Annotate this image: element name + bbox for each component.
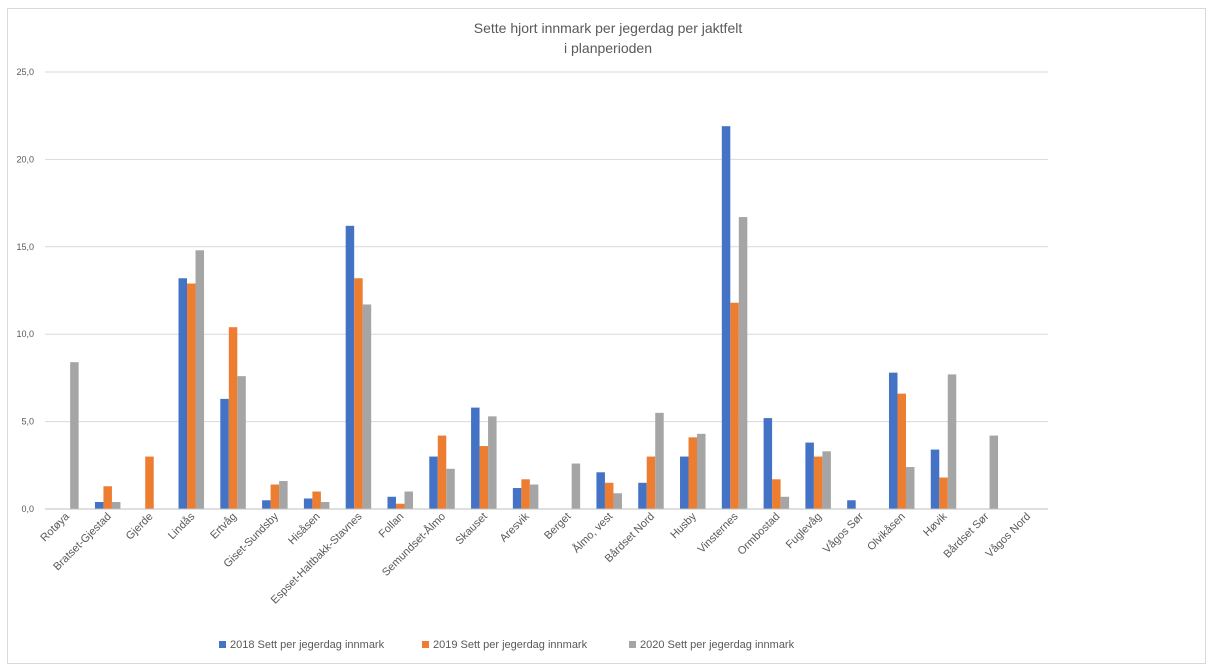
- bar: [195, 250, 205, 509]
- category-label: Ertvåg: [208, 511, 239, 542]
- category-label: Vågos Sør: [821, 510, 866, 555]
- category-label: Aresvik: [498, 510, 532, 544]
- bar: [279, 481, 288, 509]
- bar: [638, 482, 647, 509]
- bar: [604, 482, 614, 509]
- category-label: Lindås: [166, 510, 198, 542]
- bar: [805, 442, 814, 509]
- bar: [613, 493, 622, 509]
- bar: [387, 496, 396, 509]
- category-label: Ormbostad: [736, 511, 783, 558]
- legend-label: 2018 Sett per jegerdag innmark: [230, 639, 385, 651]
- bar: [362, 304, 372, 509]
- y-tick-label: 15,0: [16, 242, 34, 252]
- bar: [888, 372, 898, 509]
- bar: [847, 500, 856, 509]
- y-tick-label: 0,0: [21, 504, 34, 514]
- category-label: Fuglevåg: [784, 511, 824, 551]
- category-label: Follan: [377, 511, 407, 541]
- legend-swatch: [219, 641, 226, 648]
- bar: [187, 283, 196, 509]
- bar: [354, 278, 363, 509]
- bar: [521, 479, 530, 509]
- bar: [479, 446, 489, 509]
- bar: [655, 412, 664, 509]
- legend-swatch: [629, 641, 636, 648]
- bar: [178, 278, 188, 509]
- bar: [939, 477, 948, 509]
- bar: [145, 456, 154, 509]
- category-label: Husby: [668, 510, 699, 541]
- bar: [471, 407, 480, 509]
- bar: [345, 225, 355, 509]
- bar: [103, 486, 112, 509]
- gridlines: [45, 71, 1048, 423]
- bar: [312, 491, 321, 509]
- bar: [688, 437, 698, 509]
- bar: [596, 472, 605, 509]
- category-label: Skauset: [453, 511, 490, 548]
- bar: [730, 302, 739, 509]
- bar: [697, 433, 706, 509]
- legend-swatch: [422, 641, 429, 648]
- category-label: Rotøya: [38, 510, 72, 544]
- bar: [897, 393, 906, 509]
- y-tick-label: 5,0: [21, 417, 34, 427]
- bar: [395, 503, 405, 509]
- category-label: Ålmo, vest: [570, 510, 616, 556]
- legend-label: 2020 Sett per jegerdag innmark: [640, 639, 795, 651]
- bar: [529, 484, 539, 509]
- category-label: Høvik: [921, 510, 950, 539]
- y-tick-label: 10,0: [16, 329, 34, 339]
- category-label: Berget: [542, 511, 573, 542]
- bar: [822, 451, 831, 509]
- bar: [813, 456, 823, 509]
- y-tick-label: 20,0: [16, 154, 34, 164]
- bar: [111, 502, 121, 509]
- bar: [437, 435, 447, 509]
- category-label: Vinsternes: [696, 510, 741, 555]
- category-label: Olvikåsen: [865, 511, 908, 554]
- bar: [270, 484, 280, 509]
- bar: [429, 456, 438, 509]
- bar: [989, 435, 999, 509]
- bar: [738, 217, 748, 510]
- bar: [404, 491, 413, 509]
- chart-title-line-1: Sette hjort innmark per jegerdag per jak…: [474, 20, 743, 36]
- bar: [646, 456, 656, 509]
- bars: [70, 126, 999, 510]
- bar: [763, 418, 773, 509]
- bar: [303, 498, 313, 509]
- bar: [680, 456, 689, 509]
- legend: 2018 Sett per jegerdag innmark 2019 Sett …: [219, 639, 795, 651]
- bar: [930, 449, 940, 509]
- bar: [905, 467, 915, 509]
- bar: [220, 398, 229, 509]
- bar: [947, 374, 957, 509]
- y-axis-ticks: 0,0 5,0 10,0 15,0 20,0 25,0: [16, 67, 34, 514]
- bar: [512, 488, 522, 509]
- bar: [780, 496, 790, 509]
- category-label: Hisåsen: [286, 511, 323, 548]
- legend-label: 2019 Sett per jegerdag innmark: [433, 639, 588, 651]
- bar: [320, 502, 330, 509]
- bar: [446, 468, 455, 509]
- bar: [94, 502, 104, 509]
- bar: [228, 327, 238, 509]
- bar: [70, 362, 79, 509]
- bar: [488, 416, 497, 509]
- bar: [721, 126, 731, 510]
- chart-frame: [7, 8, 1206, 664]
- bar: [262, 500, 271, 509]
- chart-title-line-2: i planperioden: [564, 40, 652, 56]
- bar: [571, 463, 581, 509]
- category-label: Gjerde: [124, 511, 156, 543]
- bar: [772, 479, 781, 509]
- y-tick-label: 25,0: [16, 67, 34, 77]
- category-label: Vågos Nord: [984, 511, 1034, 561]
- bar: [237, 376, 246, 509]
